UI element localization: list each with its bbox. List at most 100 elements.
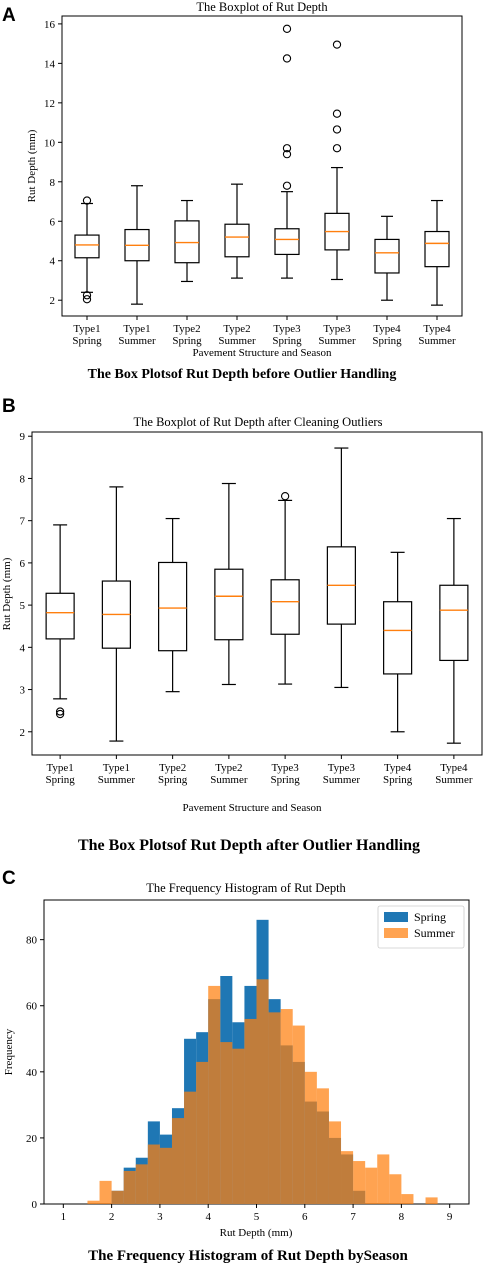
x-tick-label: Spring xyxy=(72,335,102,347)
x-tick-label: Type2 xyxy=(223,323,250,335)
outlier-point xyxy=(282,150,292,159)
panel-a-caption: The Box Plotsof Rut Depth before Outlier… xyxy=(88,367,397,382)
summer-bar xyxy=(135,1164,148,1204)
x-tick-label: 8 xyxy=(399,1211,405,1223)
box xyxy=(374,238,400,274)
y-tick-label: 6 xyxy=(20,558,26,570)
x-tick-label: Type4 xyxy=(423,323,451,335)
y-tick-label: 8 xyxy=(50,177,56,189)
x-tick-label: Type1 xyxy=(103,762,130,774)
summer-bar xyxy=(328,1121,342,1204)
x-tick-label: Spring xyxy=(158,774,188,786)
y-tick-label: 12 xyxy=(44,98,55,110)
x-tick-label: Summer xyxy=(418,335,456,347)
outlier-point xyxy=(282,181,292,190)
legend-spring-label: Spring xyxy=(414,910,446,924)
x-tick-label: Summer xyxy=(323,774,361,786)
y-tick-label: 60 xyxy=(26,1001,38,1013)
summer-bar xyxy=(159,1147,172,1204)
y-tick-label: 9 xyxy=(20,431,26,443)
summer-bar xyxy=(401,1194,414,1204)
summer-bar xyxy=(304,1071,317,1204)
x-tick-label: Type1 xyxy=(73,323,100,335)
panel-b-caption: The Box Plotsof Rut Depth after Outlier … xyxy=(78,837,420,854)
summer-bar xyxy=(389,1174,402,1204)
x-tick-label: Summer xyxy=(218,335,256,347)
box xyxy=(424,230,450,268)
panel-c-caption: The Frequency Histogram of Rut Depth byS… xyxy=(88,1248,408,1264)
panel-a-xlabel: Pavement Structure and Season xyxy=(193,347,332,359)
x-tick-label: Type1 xyxy=(123,323,150,335)
x-tick-label: Summer xyxy=(210,774,248,786)
summer-bar xyxy=(280,1009,293,1204)
panel-c-ylabel: Frequency xyxy=(3,1028,15,1075)
summer-bar xyxy=(268,1012,281,1204)
x-tick-label: 5 xyxy=(254,1211,260,1223)
panel-b-label: B xyxy=(2,396,16,417)
summer-bar xyxy=(232,1048,245,1204)
outlier-point xyxy=(55,709,65,719)
x-tick-label: Summer xyxy=(435,774,473,786)
summer-bar xyxy=(365,1167,378,1204)
summer-bar xyxy=(292,1025,305,1204)
summer-bar xyxy=(353,1161,366,1204)
y-tick-label: 6 xyxy=(50,216,56,228)
summer-bar xyxy=(196,1061,209,1204)
y-tick-label: 10 xyxy=(44,137,56,149)
x-tick-label: Summer xyxy=(318,335,356,347)
x-tick-label: Type2 xyxy=(173,323,200,335)
box xyxy=(74,234,100,259)
box xyxy=(274,228,300,256)
outlier-point xyxy=(332,125,342,134)
panel-c-xlabel: Rut Depth (mm) xyxy=(220,1227,293,1239)
panel-c-marks: 1 2 3 4 5 6 7 8 9 0 20 40 60 80 xyxy=(26,919,453,1223)
x-tick-label: Spring xyxy=(372,335,402,347)
x-tick-label: Type3 xyxy=(323,323,351,335)
panel-a-title: The Boxplot of Rut Depth xyxy=(196,0,328,14)
panel-b-ylabel: Rut Depth (mm) xyxy=(1,557,13,630)
x-tick-label: 6 xyxy=(302,1211,308,1223)
panel-b-plot-area xyxy=(31,431,483,756)
x-tick-label: 1 xyxy=(61,1211,67,1223)
y-tick-label: 8 xyxy=(20,473,26,485)
box xyxy=(174,220,200,264)
panel-c-label: C xyxy=(2,868,16,889)
x-tick-label: 2 xyxy=(109,1211,115,1223)
panel-b: B The Boxplot of Rut Depth after Cleanin… xyxy=(1,396,483,854)
panel-c: C The Frequency Histogram of Rut Depth 1… xyxy=(2,868,470,1264)
legend: Spring Summer xyxy=(377,905,465,949)
y-tick-label: 0 xyxy=(32,1199,38,1211)
outlier-point xyxy=(282,54,292,63)
y-tick-label: 20 xyxy=(26,1133,38,1145)
summer-bar xyxy=(111,1190,124,1204)
summer-bar xyxy=(244,1018,257,1204)
box xyxy=(383,601,413,675)
y-tick-label: 2 xyxy=(20,727,26,739)
summer-bar xyxy=(87,1200,100,1204)
x-tick-label: Type4 xyxy=(384,762,412,774)
outlier-point xyxy=(82,291,92,300)
y-tick-label: 40 xyxy=(26,1067,38,1079)
summer-bar xyxy=(220,1042,233,1204)
outlier-point xyxy=(55,707,65,716)
x-tick-label: 3 xyxy=(157,1211,163,1223)
panel-b-title: The Boxplot of Rut Depth after Cleaning … xyxy=(134,415,383,429)
summer-bar xyxy=(147,1144,160,1204)
panel-a: A The Boxplot of Rut Depth 2 4 6 8 10 12 14 16 T… xyxy=(2,0,463,382)
legend-summer-swatch xyxy=(384,928,408,938)
summer-bar xyxy=(184,1091,197,1204)
summer-bar xyxy=(256,979,269,1204)
summer-bar xyxy=(208,985,221,1204)
outlier-point xyxy=(280,492,290,501)
x-tick-label: Summer xyxy=(98,774,136,786)
outlier-point xyxy=(332,144,342,153)
box xyxy=(158,561,188,652)
summer-bar xyxy=(123,1170,136,1204)
panel-a-ylabel: Rut Depth (mm) xyxy=(26,129,38,202)
y-tick-label: 14 xyxy=(44,58,56,70)
y-tick-label: 16 xyxy=(44,19,56,31)
x-tick-label: Type4 xyxy=(440,762,468,774)
y-tick-label: 7 xyxy=(20,516,26,528)
x-tick-label: Spring xyxy=(272,335,302,347)
